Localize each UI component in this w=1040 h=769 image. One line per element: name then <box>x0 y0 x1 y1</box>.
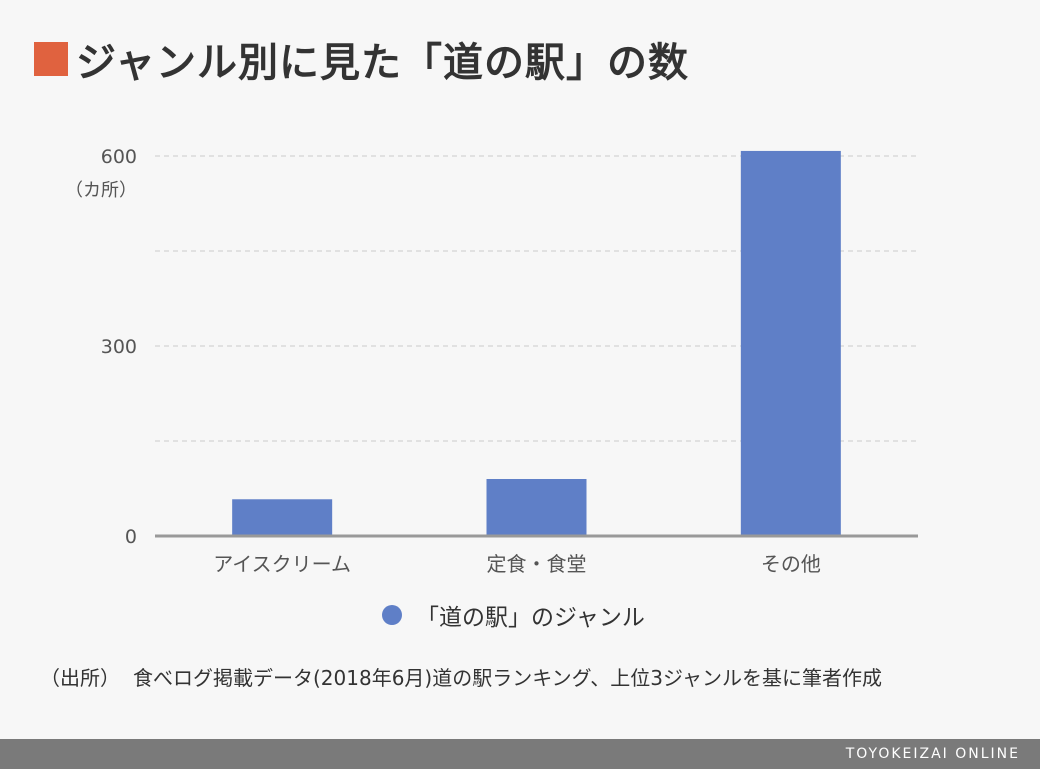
x-tick-label: アイスクリーム <box>213 552 351 576</box>
source-note: （出所） 食べログ掲載データ(2018年6月)道の駅ランキング、上位3ジャンルを… <box>40 664 973 692</box>
legend-label: 「道の駅」のジャンル <box>416 605 645 631</box>
y-tick-label: 0 <box>125 526 137 548</box>
chart-title: ジャンル別に見た「道の駅」の数 <box>76 40 689 86</box>
x-tick-label: 定食・食堂 <box>487 552 587 576</box>
title-row: ジャンル別に見た「道の駅」の数 <box>34 30 689 88</box>
source-text: 食べログ掲載データ(2018年6月)道の駅ランキング、上位3ジャンルを基に筆者作… <box>133 666 882 690</box>
tick-labels: アイスクリーム 定食・食堂 その他 0 300 600 （カ所） <box>65 146 821 576</box>
grid-lines <box>155 155 918 442</box>
title-square-icon <box>34 42 68 76</box>
bar-2 <box>740 150 841 536</box>
source-prefix: （出所） <box>40 666 120 690</box>
bar-1 <box>486 479 587 536</box>
footer-bar: TOYOKEIZAI ONLINE <box>0 739 1040 769</box>
footer-brand: TOYOKEIZAI ONLINE <box>845 746 1020 762</box>
bars <box>232 150 841 536</box>
legend-dot-icon <box>382 605 402 625</box>
bar-chart: アイスクリーム 定食・食堂 その他 0 300 600 （カ所） <box>65 146 918 576</box>
x-tick-label: その他 <box>761 552 821 576</box>
y-unit-label: （カ所） <box>65 180 137 201</box>
legend: 「道の駅」のジャンル <box>382 598 645 632</box>
y-tick-label: 300 <box>101 336 137 358</box>
bar-0 <box>232 499 333 536</box>
y-tick-label: 600 <box>101 146 137 168</box>
